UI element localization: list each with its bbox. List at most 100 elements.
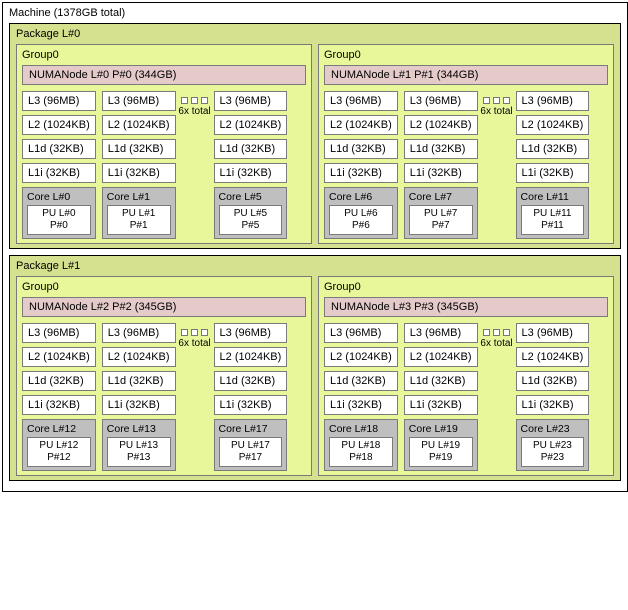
package-box: Package L#0 Group0 NUMANode L#0 P#0 (344…: [9, 23, 621, 249]
ellipsis-dots: [181, 329, 208, 336]
cache-box: L3 (96MB): [214, 91, 288, 111]
core-box: Core L#11 PU L#11P#11: [516, 187, 590, 239]
cache-box: L1i (32KB): [102, 163, 176, 183]
cache-box: L1d (32KB): [324, 139, 398, 159]
cache-box: L2 (1024KB): [516, 115, 590, 135]
pu-box: PU L#6P#6: [329, 205, 393, 235]
cache-box: L2 (1024KB): [102, 115, 176, 135]
ellipsis-dots: [483, 97, 510, 104]
cache-box: L3 (96MB): [102, 91, 176, 111]
core-box: Core L#0 PU L#0P#0: [22, 187, 96, 239]
pu-box: PU L#13P#13: [107, 437, 171, 467]
cache-column: L3 (96MB) L2 (1024KB) L1d (32KB) L1i (32KB)…: [324, 323, 398, 471]
core-title: Core L#19: [409, 423, 473, 435]
pu-box: PU L#5P#5: [219, 205, 283, 235]
columns-row: L3 (96MB) L2 (1024KB) L1d (32KB) L1i (32KB)…: [324, 91, 608, 239]
cache-column: L3 (96MB)L2 (1024KB)L1d (32KB)L1i (32KB)…: [22, 323, 96, 471]
cache-box: L3 (96MB): [22, 91, 96, 111]
cache-box: L3 (96MB): [324, 323, 398, 343]
core-box: Core L#17 PU L#17P#17: [214, 419, 288, 471]
core-box: Core L#7 PU L#7P#7: [404, 187, 478, 239]
cache-box: L3 (96MB): [324, 91, 398, 111]
group-title: Group0: [324, 49, 608, 61]
cache-box: L1d (32KB): [22, 371, 96, 391]
cache-box: L2 (1024KB): [102, 347, 176, 367]
numanode-box: NUMANode L#1 P#1 (344GB): [324, 65, 608, 85]
pu-box: PU L#12P#12: [27, 437, 91, 467]
cache-column: L3 (96MB)L2 (1024KB)L1d (32KB)L1i (32KB)…: [214, 91, 288, 239]
ellipsis-column: 6x total: [480, 323, 514, 349]
cache-box: L3 (96MB): [404, 323, 478, 343]
package-box: Package L#1 Group0 NUMANode L#2 P#2 (345…: [9, 255, 621, 481]
cache-box: L1i (32KB): [324, 395, 398, 415]
group-title: Group0: [22, 49, 306, 61]
cache-box: L2 (1024KB): [324, 347, 398, 367]
cache-box: L2 (1024KB): [324, 115, 398, 135]
group-box: Group0 NUMANode L#1 P#1 (344GB) L3 (96MB…: [318, 44, 614, 244]
ellipsis-label: 6x total: [480, 338, 512, 349]
pu-box: PU L#11P#11: [521, 205, 585, 235]
ellipsis-label: 6x total: [178, 106, 210, 117]
core-title: Core L#5: [219, 191, 283, 203]
cache-box: L1d (32KB): [516, 371, 590, 391]
cache-box: L2 (1024KB): [214, 347, 288, 367]
core-title: Core L#11: [521, 191, 585, 203]
cache-column: L3 (96MB) L2 (1024KB) L1d (32KB) L1i (32KB)…: [22, 91, 96, 239]
ellipsis-column: 6x total: [178, 323, 212, 349]
package-title: Package L#0: [16, 28, 614, 40]
cache-column: L3 (96MB)L2 (1024KB)L1d (32KB)L1i (32KB)…: [404, 91, 478, 239]
group-title: Group0: [22, 281, 306, 293]
pu-box: PU L#17P#17: [219, 437, 283, 467]
cache-box: L1i (32KB): [404, 395, 478, 415]
core-title: Core L#0: [27, 191, 91, 203]
ellipsis-label: 6x total: [480, 106, 512, 117]
ellipsis-column: 6x total: [480, 91, 514, 117]
cache-box: L3 (96MB): [22, 323, 96, 343]
group-box: Group0 NUMANode L#2 P#2 (345GB) L3 (96MB…: [16, 276, 312, 476]
core-title: Core L#1: [107, 191, 171, 203]
cache-box: L2 (1024KB): [404, 115, 478, 135]
cache-box: L3 (96MB): [516, 323, 590, 343]
cache-column: L3 (96MB)L2 (1024KB)L1d (32KB)L1i (32KB)…: [516, 323, 590, 471]
cache-box: L2 (1024KB): [22, 115, 96, 135]
machine-title: Machine (1378GB total): [9, 7, 621, 19]
cache-column: L3 (96MB)L2 (1024KB)L1d (32KB)L1i (32KB)…: [516, 91, 590, 239]
core-title: Core L#23: [521, 423, 585, 435]
cache-box: L1d (32KB): [214, 371, 288, 391]
core-box: Core L#18 PU L#18P#18: [324, 419, 398, 471]
core-title: Core L#7: [409, 191, 473, 203]
core-box: Core L#19 PU L#19P#19: [404, 419, 478, 471]
cache-box: L1i (32KB): [22, 163, 96, 183]
core-box: Core L#1 PU L#1P#1: [102, 187, 176, 239]
cache-box: L1i (32KB): [214, 395, 288, 415]
core-title: Core L#17: [219, 423, 283, 435]
groups-row: Group0 NUMANode L#2 P#2 (345GB) L3 (96MB…: [16, 276, 614, 476]
cache-box: L1i (32KB): [22, 395, 96, 415]
cache-column: L3 (96MB)L2 (1024KB)L1d (32KB)L1i (32KB)…: [404, 323, 478, 471]
group-box: Group0 NUMANode L#0 P#0 (344GB) L3 (96MB…: [16, 44, 312, 244]
cache-box: L1d (32KB): [22, 139, 96, 159]
cache-box: L1i (32KB): [516, 163, 590, 183]
columns-row: L3 (96MB) L2 (1024KB) L1d (32KB) L1i (32KB)…: [22, 323, 306, 471]
ellipsis-label: 6x total: [178, 338, 210, 349]
group-title: Group0: [324, 281, 608, 293]
cache-box: L3 (96MB): [214, 323, 288, 343]
pu-box: PU L#0P#0: [27, 205, 91, 235]
numanode-box: NUMANode L#3 P#3 (345GB): [324, 297, 608, 317]
cache-box: L2 (1024KB): [404, 347, 478, 367]
pu-box: PU L#18P#18: [329, 437, 393, 467]
cache-box: L1d (32KB): [404, 139, 478, 159]
cache-box: L1d (32KB): [214, 139, 288, 159]
ellipsis-dots: [181, 97, 208, 104]
core-box: Core L#6 PU L#6P#6: [324, 187, 398, 239]
numanode-box: NUMANode L#0 P#0 (344GB): [22, 65, 306, 85]
cache-box: L1d (32KB): [102, 139, 176, 159]
cache-box: L1d (32KB): [324, 371, 398, 391]
cache-box: L1i (32KB): [516, 395, 590, 415]
pu-box: PU L#7P#7: [409, 205, 473, 235]
cache-box: L1d (32KB): [102, 371, 176, 391]
columns-row: L3 (96MB) L2 (1024KB) L1d (32KB) L1i (32KB)…: [22, 91, 306, 239]
cache-box: L1i (32KB): [214, 163, 288, 183]
core-box: Core L#12 PU L#12P#12: [22, 419, 96, 471]
core-title: Core L#6: [329, 191, 393, 203]
